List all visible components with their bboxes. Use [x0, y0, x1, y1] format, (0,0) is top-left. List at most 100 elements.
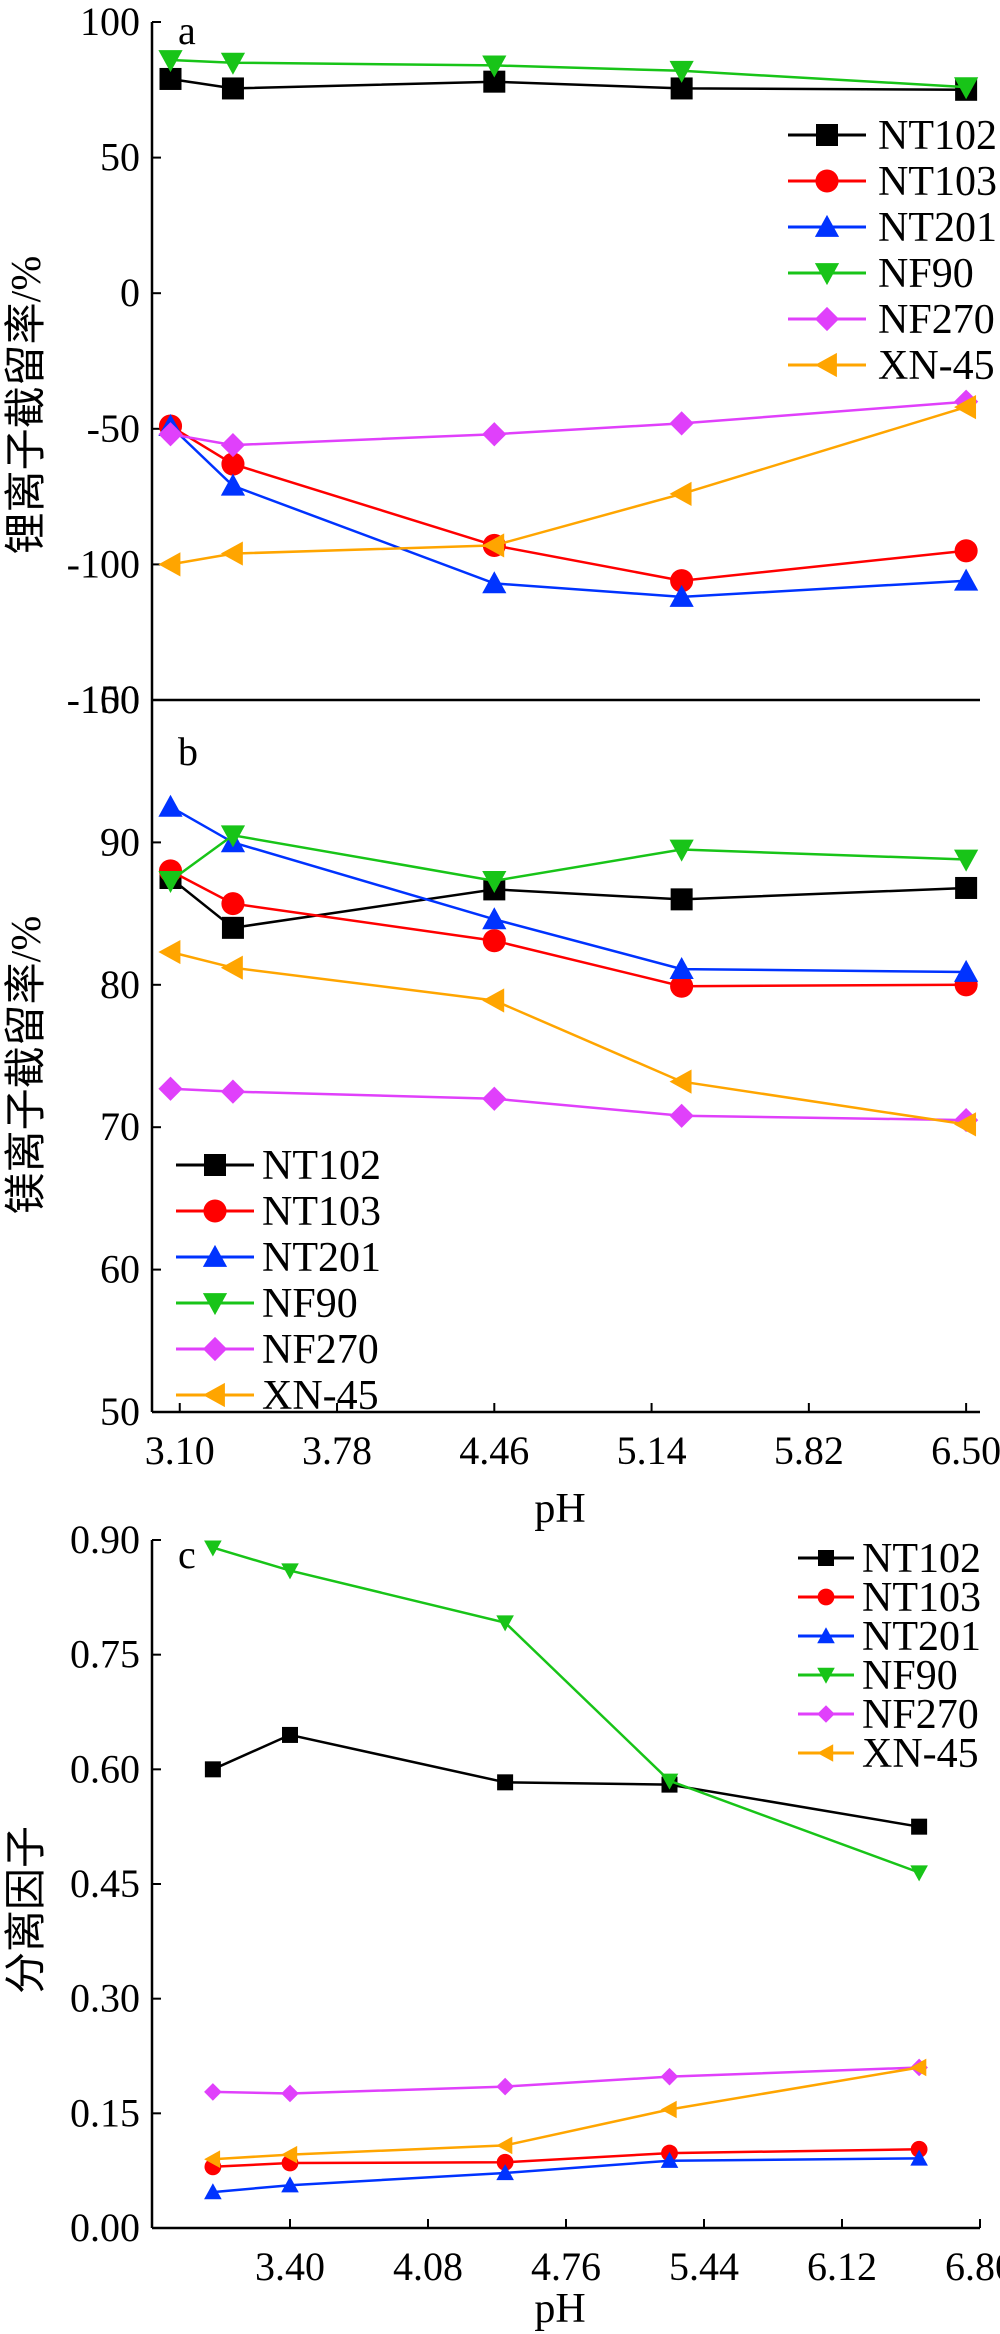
legend-marker [814, 214, 840, 237]
legend-item-nt102: NT102 [798, 1536, 981, 1582]
data-point-nf270 [281, 2084, 299, 2103]
panel-b-letter: b [178, 729, 198, 774]
data-point-xn-45 [220, 955, 243, 980]
y-tick-label: 50 [100, 135, 140, 180]
legend-item-nf90: NF90 [176, 1281, 358, 1327]
y-tick-label: 0.15 [70, 2090, 140, 2135]
data-point-nt102 [159, 67, 182, 90]
data-point-xn-45 [660, 2100, 677, 2119]
legend-item-nt102: NT102 [788, 113, 997, 159]
series-xn-45 [158, 395, 977, 577]
data-point-nt103 [954, 539, 978, 563]
data-point-nt201 [669, 957, 694, 980]
data-point-nf90 [954, 77, 979, 100]
legend-item-xn-45: XN-45 [788, 343, 995, 389]
data-point-xn-45 [204, 2150, 221, 2168]
y-tick-label: 0.75 [70, 1632, 140, 1677]
legend-marker [202, 1293, 228, 1316]
data-point-nt201 [954, 959, 979, 982]
data-point-nt102 [204, 1761, 221, 1778]
data-point-xn-45 [910, 2058, 927, 2077]
panel-c-x-axis-title: pH [534, 2286, 585, 2332]
legend-item-nt102: NT102 [176, 1143, 381, 1189]
data-point-nt201 [220, 473, 246, 496]
data-point-xn-45 [669, 481, 692, 506]
legend-marker [817, 1588, 835, 1606]
legend-label: NT201 [862, 1614, 981, 1660]
data-point-nt102 [497, 1774, 514, 1791]
panel-a-y-axis-title: 锂离子截留率/% [3, 256, 50, 555]
data-point-nt201 [482, 907, 507, 930]
legend-label: NT102 [262, 1143, 381, 1189]
data-point-nt102 [483, 70, 506, 93]
legend-label: NF270 [262, 1327, 379, 1373]
y-tick-label: 0 [120, 270, 140, 315]
data-point-nt103 [670, 974, 694, 998]
legend-label: NT201 [878, 205, 997, 251]
data-point-nf90 [281, 1563, 299, 1580]
data-point-nf270 [482, 1086, 507, 1111]
x-tick-label: 3.10 [145, 1428, 215, 1473]
data-point-nt201 [204, 2183, 222, 2200]
y-tick-label: 100 [80, 677, 140, 722]
panel-c-y-axis-title: 分离因子 [3, 1826, 50, 1994]
x-tick-label: 4.08 [393, 2244, 463, 2289]
legend-marker [816, 124, 838, 146]
legend-label: NF270 [878, 297, 995, 343]
y-tick-label: -100 [67, 541, 140, 586]
data-point-nt102 [911, 1818, 928, 1835]
legend-label: NF90 [862, 1653, 958, 1699]
y-tick-label: 0.30 [70, 1976, 140, 2021]
data-point-xn-45 [482, 988, 505, 1013]
data-point-nt201 [910, 2149, 928, 2166]
data-point-xn-45 [158, 939, 181, 965]
legend-marker [818, 1550, 834, 1566]
legend-marker [202, 1382, 225, 1408]
legend-item-nt103: NT103 [788, 159, 997, 205]
legend-item-nt103: NT103 [798, 1575, 981, 1621]
data-point-nt103 [670, 569, 694, 593]
series-nt201 [204, 2149, 928, 2200]
data-point-nt201 [496, 2164, 514, 2181]
x-tick-label: 6.12 [807, 2244, 877, 2289]
data-point-xn-45 [220, 541, 243, 566]
series-xn-45 [158, 939, 977, 1137]
legend-marker [817, 1744, 834, 1762]
legend-item-nt103: NT103 [176, 1189, 381, 1235]
legend-label: XN-45 [878, 343, 995, 389]
legend-item-nf90: NF90 [798, 1653, 958, 1699]
panel-c-letter: c [178, 1532, 196, 1577]
data-point-nt102 [221, 916, 244, 939]
y-tick-label: 0.00 [70, 2205, 140, 2250]
data-point-nf90 [910, 1865, 928, 1882]
data-point-nf270 [220, 1079, 246, 1104]
y-tick-label: 100 [80, 0, 140, 44]
data-point-nt103 [221, 892, 245, 916]
data-point-nf90 [482, 55, 507, 78]
legend-label: NT102 [878, 113, 997, 159]
legend-marker [817, 1627, 835, 1644]
data-point-nf90 [669, 60, 694, 83]
x-tick-label: 6.50 [931, 1428, 1000, 1473]
y-tick-label: 70 [100, 1104, 140, 1149]
legend-label: NF90 [878, 251, 974, 297]
legend-marker [204, 1154, 226, 1176]
x-tick-label: 3.40 [255, 2244, 325, 2289]
x-tick-label: 5.14 [617, 1428, 687, 1473]
data-point-nt103 [910, 2140, 928, 2158]
data-point-nf90 [954, 849, 979, 872]
legend-marker [814, 352, 837, 378]
legend-label: NF270 [862, 1692, 979, 1738]
legend-marker [815, 169, 839, 193]
legend-item-xn-45: XN-45 [176, 1373, 379, 1419]
data-point-nt103 [482, 929, 506, 953]
data-point-nf270 [158, 1076, 183, 1101]
data-point-nf90 [660, 1773, 679, 1790]
legend-label: XN-45 [862, 1731, 979, 1777]
data-point-xn-45 [954, 395, 977, 420]
legend-label: XN-45 [262, 1373, 379, 1419]
series-nf90 [158, 825, 979, 893]
